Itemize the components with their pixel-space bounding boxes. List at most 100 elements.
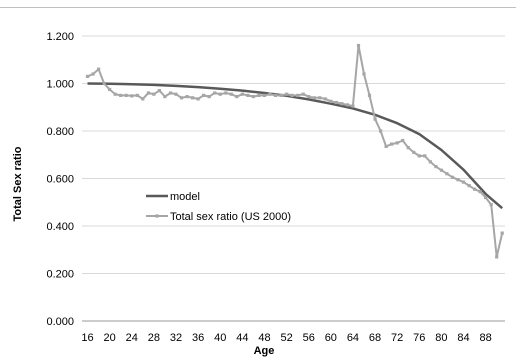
- data-point: [461, 180, 466, 184]
- x-tick-label: 84: [457, 332, 469, 344]
- data-point: [417, 154, 421, 158]
- data-point: [401, 138, 405, 143]
- data-point: [196, 97, 200, 101]
- x-tick-label: 76: [413, 332, 425, 344]
- legend: model Total sex ratio (US 2000): [146, 191, 291, 223]
- data-point: [268, 92, 272, 96]
- data-point: [467, 184, 471, 188]
- y-axis-title: Total Sex ratio: [12, 146, 24, 221]
- data-point: [456, 178, 460, 182]
- data-point: [91, 72, 95, 76]
- legend-marker: [155, 214, 159, 218]
- x-tick-label: 72: [391, 332, 403, 344]
- data-point: [191, 96, 195, 100]
- data-point: [318, 96, 322, 100]
- data-point: [135, 93, 139, 97]
- data-point: [257, 93, 261, 97]
- y-tick-label: 1.000: [46, 79, 74, 91]
- data-point: [489, 203, 493, 207]
- x-tick-label: 36: [192, 332, 204, 344]
- y-tick-label: 0.200: [46, 269, 74, 281]
- data-point: [85, 74, 90, 78]
- data-point: [124, 93, 128, 97]
- data-point: [185, 95, 189, 99]
- gridlines: [82, 35, 505, 322]
- data-point: [334, 100, 338, 105]
- x-tick-label: 52: [280, 332, 292, 344]
- x-tick-label: 68: [369, 332, 381, 344]
- y-tick-label: 0.600: [46, 174, 74, 186]
- y-tick-labels: 0.000 0.200 0.400 0.600 0.800 1.000 1.200: [46, 31, 74, 328]
- data-point: [229, 92, 233, 96]
- data-point: [108, 87, 112, 91]
- legend-label: model: [170, 191, 200, 203]
- x-tick-label: 56: [303, 332, 315, 344]
- data-point: [351, 104, 355, 108]
- data-point: [384, 144, 388, 148]
- data-point: [307, 95, 311, 99]
- data-point: [285, 92, 289, 96]
- x-tick-label: 24: [126, 332, 138, 344]
- data-point: [412, 150, 416, 154]
- x-tick-label: 44: [236, 332, 248, 344]
- data-point: [362, 72, 366, 76]
- data-point: [473, 187, 477, 191]
- data-point: [373, 117, 377, 121]
- x-tick-labels: 16 20 24 28 32 36 40 44 48 52 56 60 64 68 72 76 80 84 88: [81, 332, 491, 344]
- series-line-model: [87, 82, 504, 210]
- y-tick-label: 0.800: [46, 126, 74, 138]
- data-point: [97, 67, 101, 71]
- x-tick-label: 20: [104, 332, 116, 344]
- data-point: [428, 160, 432, 164]
- data-point: [340, 102, 344, 106]
- data-point: [218, 92, 222, 96]
- data-point: [119, 93, 123, 97]
- x-axis-title: Age: [254, 345, 275, 357]
- data-point: [262, 93, 267, 97]
- series-layer: [85, 43, 504, 259]
- data-point: [434, 165, 438, 169]
- data-point: [395, 141, 399, 145]
- data-point: [356, 43, 361, 48]
- data-point: [301, 92, 305, 96]
- data-point: [113, 92, 117, 96]
- data-point: [163, 95, 167, 99]
- data-point: [323, 97, 327, 101]
- data-point: [484, 195, 488, 200]
- x-tick-label: 32: [170, 332, 182, 344]
- data-point: [423, 154, 427, 158]
- data-point: [130, 94, 134, 98]
- data-point: [157, 89, 161, 93]
- data-point: [329, 99, 333, 103]
- data-point: [500, 231, 504, 235]
- data-point: [273, 93, 278, 97]
- x-tick-label: 16: [81, 332, 93, 344]
- data-point: [495, 255, 499, 259]
- data-point: [296, 93, 300, 97]
- data-point: [390, 142, 394, 146]
- data-point: [379, 129, 383, 133]
- data-point: [246, 93, 250, 97]
- y-tick-label: 0.400: [46, 221, 74, 233]
- data-point: [450, 175, 455, 179]
- data-point: [406, 146, 410, 150]
- data-point: [478, 190, 482, 194]
- data-point: [152, 92, 156, 96]
- data-point: [439, 168, 443, 172]
- y-tick-label: 0.000: [46, 316, 74, 328]
- data-point: [146, 91, 150, 95]
- x-tick-label: 64: [347, 332, 359, 344]
- data-point: [445, 172, 449, 176]
- x-tick-label: 60: [325, 332, 337, 344]
- legend-label: Total sex ratio (US 2000): [170, 211, 291, 223]
- data-point: [174, 92, 178, 96]
- x-tick-label: 88: [480, 332, 492, 344]
- data-point: [179, 96, 184, 100]
- data-point: [235, 95, 239, 99]
- x-tick-label: 40: [214, 332, 226, 344]
- data-point: [213, 91, 217, 95]
- data-point: [279, 93, 283, 97]
- data-point: [102, 81, 106, 86]
- y-tick-label: 1.200: [46, 31, 74, 43]
